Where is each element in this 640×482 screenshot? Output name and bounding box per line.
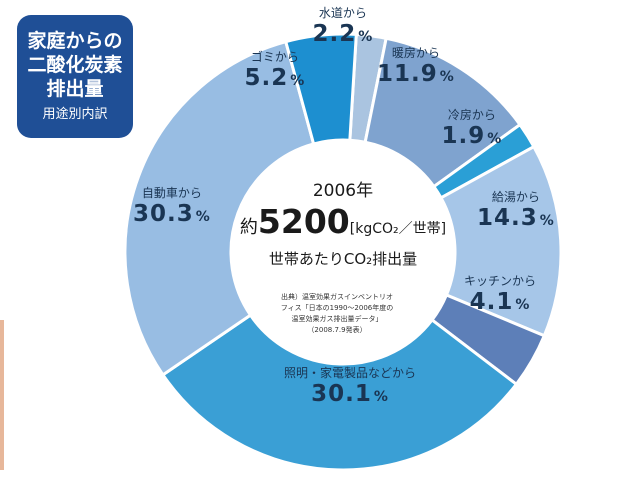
slice-label: 給湯から 14.3% xyxy=(477,190,555,234)
slice-percent-sign: % xyxy=(539,213,555,229)
slice-percent-sign: % xyxy=(358,29,374,45)
slice-value: 5.2% xyxy=(244,65,306,91)
slice-value: 30.1% xyxy=(311,381,389,407)
title-line-2: 二酸化炭素 xyxy=(27,54,123,76)
center-label: 世帯あたりCO₂排出量 xyxy=(268,250,418,268)
slice-value: 1.9% xyxy=(441,123,503,149)
slice-label: 自動車から 30.3% xyxy=(133,186,211,230)
center-value: 5200 xyxy=(257,202,350,241)
title-subtitle: 用途別内訳 xyxy=(42,107,108,122)
left-edge-accent xyxy=(0,320,4,470)
slice-label: ゴミから 5.2% xyxy=(245,50,306,94)
slice-name: 照明・家電製品などから xyxy=(284,366,417,380)
slice-percent-sign: % xyxy=(373,389,389,405)
slice-value: 2.2% xyxy=(312,21,374,47)
donut-hole xyxy=(231,140,455,364)
slice-value: 14.3% xyxy=(477,205,555,231)
center-year: 2006年 xyxy=(312,181,374,201)
title-badge: 家庭からの 二酸化炭素 排出量 用途別内訳 xyxy=(17,15,133,138)
slice-percent-sign: % xyxy=(439,69,455,85)
slice-percent-sign: % xyxy=(487,131,503,147)
slice-name: 水道から xyxy=(318,6,367,20)
source-note: 出典）温室効果ガスインベントリオ フィス「日本の1990～2006年度の 温室効… xyxy=(272,292,402,336)
slice-name: 給湯から xyxy=(491,190,540,204)
center-summary: 2006年 約5200[kgCO₂／世帯] 世帯あたりCO₂排出量 xyxy=(228,180,458,269)
slice-percent-sign: % xyxy=(290,73,306,89)
slice-label: 照明・家電製品などから 30.1% xyxy=(284,366,416,410)
slice-percent-sign: % xyxy=(195,209,211,225)
slice-value: 30.3% xyxy=(133,201,211,227)
title-line-3: 排出量 xyxy=(46,78,104,100)
center-unit: [kgCO₂／世帯] xyxy=(349,221,447,237)
title-line-1: 家庭からの xyxy=(27,30,123,52)
slice-name: ゴミから xyxy=(250,50,299,64)
source-line: （2008.7.9発表） xyxy=(307,326,367,334)
source-line: 温室効果ガス排出量データ」 xyxy=(291,315,383,323)
source-line: 出典）温室効果ガスインベントリオ xyxy=(281,293,393,301)
slice-label: キッチンから 4.1% xyxy=(464,274,536,318)
slice-name: 暖房から xyxy=(391,46,440,60)
center-main: 約5200[kgCO₂／世帯] xyxy=(228,202,458,249)
slice-label: 冷房から 1.9% xyxy=(442,108,503,152)
slice-label: 水道から 2.2% xyxy=(313,6,374,50)
slice-label: 暖房から 11.9% xyxy=(377,46,455,90)
slice-value: 11.9% xyxy=(377,61,455,87)
slice-name: キッチンから xyxy=(464,274,537,288)
slice-name: 自動車から xyxy=(141,186,202,200)
center-prefix: 約 xyxy=(239,217,258,238)
slice-value: 4.1% xyxy=(469,289,531,315)
source-line: フィス「日本の1990～2006年度の xyxy=(280,304,394,312)
slice-percent-sign: % xyxy=(515,297,531,313)
slice-name: 冷房から xyxy=(447,108,496,122)
